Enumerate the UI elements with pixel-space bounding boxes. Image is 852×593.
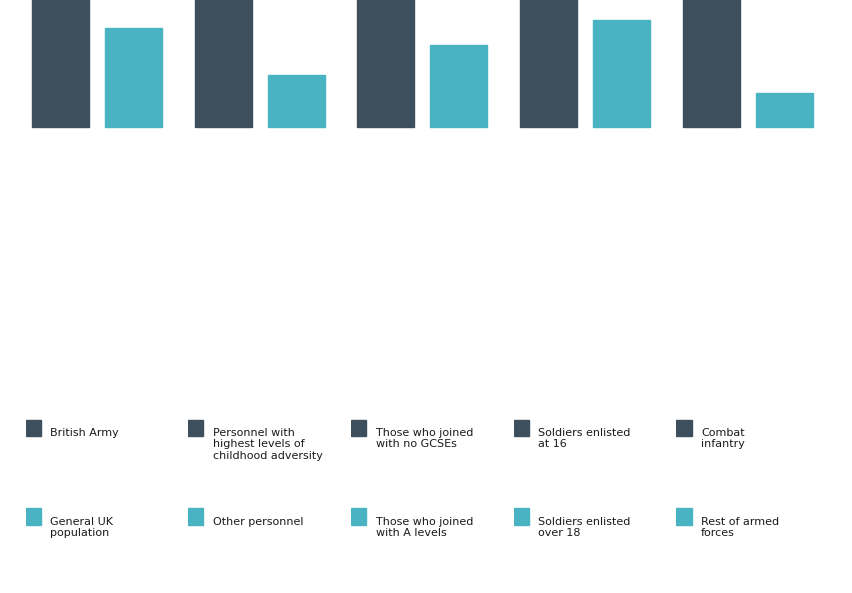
- Bar: [194, 0, 251, 127]
- Text: Other personnel: Other personnel: [213, 517, 303, 527]
- Bar: [188, 420, 204, 436]
- Bar: [268, 75, 325, 127]
- Text: Combat
infantry: Combat infantry: [701, 428, 745, 449]
- Bar: [430, 45, 487, 127]
- Bar: [32, 0, 89, 127]
- Bar: [357, 0, 414, 127]
- Bar: [26, 509, 41, 525]
- Bar: [351, 509, 366, 525]
- Bar: [188, 509, 204, 525]
- Text: General UK
population: General UK population: [50, 517, 113, 538]
- Text: British Army: British Army: [50, 428, 119, 438]
- Bar: [514, 420, 529, 436]
- Text: Soldiers enlisted
at 16: Soldiers enlisted at 16: [538, 428, 630, 449]
- Bar: [105, 28, 162, 127]
- Text: Personnel with
highest levels of
childhood adversity: Personnel with highest levels of childho…: [213, 428, 323, 461]
- Bar: [676, 509, 692, 525]
- Bar: [676, 420, 692, 436]
- Bar: [520, 0, 577, 127]
- Bar: [514, 509, 529, 525]
- Bar: [351, 420, 366, 436]
- Text: Those who joined
with no GCSEs: Those who joined with no GCSEs: [376, 428, 473, 449]
- Bar: [682, 0, 740, 127]
- Bar: [756, 93, 813, 127]
- Text: Those who joined
with A levels: Those who joined with A levels: [376, 517, 473, 538]
- Text: Rest of armed
forces: Rest of armed forces: [701, 517, 780, 538]
- Text: Soldiers enlisted
over 18: Soldiers enlisted over 18: [538, 517, 630, 538]
- Bar: [26, 420, 41, 436]
- Bar: [593, 20, 650, 127]
